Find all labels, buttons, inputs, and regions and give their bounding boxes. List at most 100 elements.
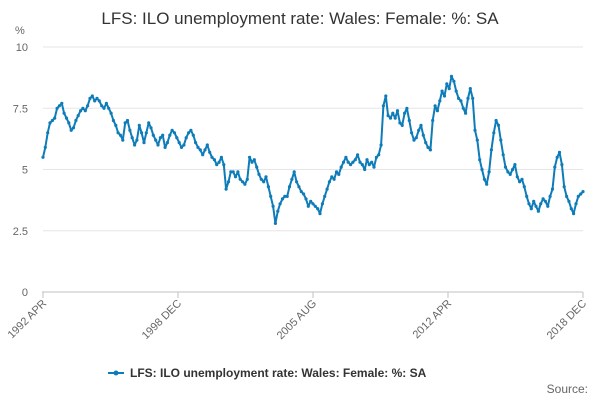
data-point <box>114 123 118 127</box>
data-point <box>327 180 331 184</box>
data-point <box>346 160 350 164</box>
data-point <box>295 180 299 184</box>
data-point <box>560 163 564 167</box>
data-point <box>553 165 557 169</box>
data-point <box>109 111 113 115</box>
x-tick-label: 2012 APR <box>411 298 455 342</box>
data-point <box>311 202 315 206</box>
data-point <box>518 180 522 184</box>
data-point <box>405 106 409 110</box>
data-point <box>370 160 374 164</box>
data-point <box>572 212 576 216</box>
data-point <box>351 160 355 164</box>
data-point <box>125 118 130 123</box>
data-point <box>323 194 327 198</box>
data-point <box>555 155 559 159</box>
data-point <box>386 114 390 118</box>
gridlines <box>43 46 583 232</box>
y-tick-label: 2.5 <box>13 226 28 238</box>
x-tick-label: 2005 AUG <box>275 298 319 342</box>
data-point <box>440 89 444 93</box>
data-point <box>565 194 569 198</box>
data-point <box>217 160 221 164</box>
data-point <box>306 204 310 208</box>
data-point <box>337 172 341 176</box>
data-point <box>269 194 273 198</box>
data-point <box>576 194 580 198</box>
data-point <box>299 190 303 194</box>
y-tick-label: 7.5 <box>13 103 28 115</box>
data-point <box>76 114 80 118</box>
data-point <box>128 128 132 132</box>
data-point <box>123 121 127 125</box>
data-point <box>499 138 503 142</box>
data-point <box>489 148 493 152</box>
data-point <box>121 138 125 142</box>
data-point <box>320 202 324 206</box>
data-point <box>189 128 193 132</box>
data-point <box>104 101 108 105</box>
data-point <box>536 209 541 213</box>
y-tick-label: 10 <box>16 42 28 54</box>
data-point <box>55 106 59 110</box>
data-point <box>168 133 172 137</box>
data-point <box>525 194 529 198</box>
data-point <box>248 155 252 159</box>
data-point <box>506 170 510 174</box>
data-point <box>503 165 508 169</box>
data-point <box>93 99 97 103</box>
data-point <box>557 150 562 154</box>
data-point <box>175 136 179 140</box>
data-point <box>421 133 425 137</box>
data-point <box>95 96 99 100</box>
data-point <box>393 116 397 120</box>
data-point <box>287 185 292 189</box>
data-point <box>290 177 294 181</box>
legend[interactable]: LFS: ILO unemployment rate: Wales: Femal… <box>108 366 427 380</box>
data-point <box>454 89 458 93</box>
legend-label: LFS: ILO unemployment rate: Wales: Femal… <box>130 366 427 380</box>
data-point <box>410 131 414 135</box>
data-point <box>464 111 468 115</box>
data-point <box>57 104 62 108</box>
data-point <box>83 109 87 113</box>
data-point <box>241 180 245 184</box>
data-point <box>485 182 489 186</box>
data-point <box>344 155 348 159</box>
data-point <box>257 172 261 176</box>
data-point <box>116 131 120 135</box>
data-point <box>161 133 165 137</box>
data-point <box>400 123 404 127</box>
data-point <box>177 141 181 145</box>
data-point <box>492 131 496 135</box>
data-point <box>170 128 174 132</box>
data-point <box>43 145 47 149</box>
data-point <box>81 106 85 110</box>
data-point <box>135 138 139 142</box>
data-point <box>546 204 550 208</box>
x-tick-label: 1992 APR <box>6 298 50 342</box>
data-point <box>520 177 524 181</box>
source-label[interactable]: Source: <box>547 382 588 396</box>
data-point <box>163 145 167 149</box>
data-point <box>466 96 470 100</box>
data-point <box>471 96 475 100</box>
data-point <box>334 170 339 174</box>
data-point <box>133 143 137 147</box>
data-point <box>208 150 212 154</box>
x-tick-label: 2018 DEC <box>545 298 589 342</box>
data-point <box>172 131 177 135</box>
data-point <box>182 143 186 147</box>
y-axis-tick-labels: 0 2.5 5 7.5 10 <box>13 42 28 299</box>
data-point <box>363 167 367 172</box>
data-point <box>154 138 158 142</box>
data-point <box>449 74 454 78</box>
data-point <box>374 155 378 159</box>
data-point <box>292 170 296 174</box>
data-point <box>522 185 526 189</box>
data-point <box>428 148 432 152</box>
data-point <box>231 170 235 174</box>
data-point <box>50 118 55 123</box>
data-point <box>264 175 268 179</box>
